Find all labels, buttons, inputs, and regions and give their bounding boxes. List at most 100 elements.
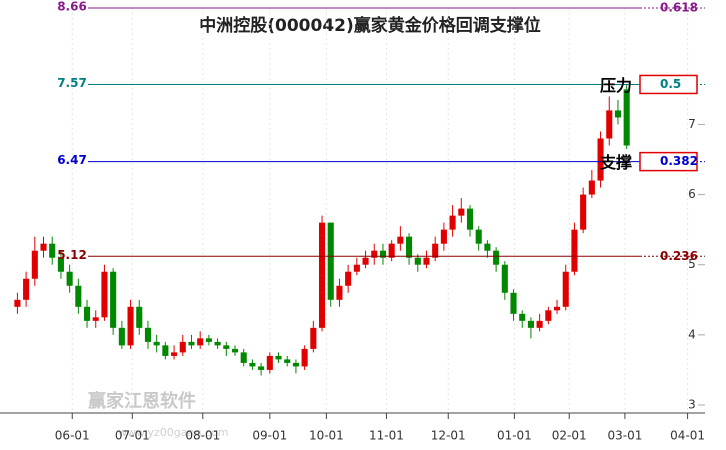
candle-body xyxy=(31,250,38,279)
level-box xyxy=(639,74,698,95)
x-tick-label: 07-01 xyxy=(115,429,150,443)
x-tick-label: 03-01 xyxy=(607,429,642,443)
x-tick-label: 11-01 xyxy=(369,429,404,443)
candle-body xyxy=(240,352,247,363)
candle-body xyxy=(519,313,526,321)
candle-body xyxy=(197,338,204,346)
candle-body xyxy=(536,320,543,328)
candle-body xyxy=(345,271,352,286)
level-ratio: 0.236 xyxy=(660,249,698,263)
watermark: 赢家江恩软件 xyxy=(88,390,196,412)
candle-body xyxy=(144,327,152,342)
x-tick-label: 12-01 xyxy=(431,429,466,443)
candle-body xyxy=(14,299,21,307)
candle-body xyxy=(179,341,186,353)
candle-body xyxy=(205,338,212,342)
level-note: 支撑 xyxy=(599,153,632,172)
y-tick-label: 6 xyxy=(688,187,696,201)
candle-body xyxy=(136,306,143,328)
candle-body xyxy=(92,317,99,321)
candle-body xyxy=(292,362,299,367)
candle-body xyxy=(162,345,169,356)
candle-body xyxy=(397,236,404,244)
candle-body xyxy=(614,110,622,118)
candle-body xyxy=(466,208,474,230)
y-tick-label: 3 xyxy=(688,398,696,412)
candle-body xyxy=(249,362,256,367)
x-tick-label: 04-01 xyxy=(670,429,705,443)
candle-body xyxy=(449,215,456,230)
level-ratio: 0.5 xyxy=(660,77,681,91)
candle-body xyxy=(501,264,508,293)
candle-body xyxy=(458,208,465,216)
candle-body xyxy=(118,327,125,346)
candle-body xyxy=(484,243,491,251)
candle-body xyxy=(231,348,239,353)
level-box xyxy=(639,151,698,172)
candle-body xyxy=(318,222,326,328)
candle-body xyxy=(110,271,117,328)
level-price: 6.47 xyxy=(57,153,87,167)
watermark-url: www.yz00gann.com xyxy=(118,426,228,439)
candle-body xyxy=(423,257,430,265)
y-tick-label: 7 xyxy=(688,117,696,131)
candle-body xyxy=(553,306,561,311)
candle-body xyxy=(327,222,334,300)
x-tick-label: 02-01 xyxy=(552,429,587,443)
candle-body xyxy=(580,194,587,230)
candle-body xyxy=(336,285,343,300)
candle-body xyxy=(83,306,91,321)
level-price: 5.12 xyxy=(57,248,87,262)
candle-body xyxy=(623,89,630,146)
candle-body xyxy=(214,341,221,346)
x-tick-label: 06-01 xyxy=(55,429,90,443)
x-tick-label: 01-01 xyxy=(497,429,532,443)
candle-body xyxy=(588,180,595,195)
candle-body xyxy=(40,243,47,251)
candle-body xyxy=(475,229,482,244)
candle-body xyxy=(562,271,569,307)
candle-body xyxy=(571,229,578,272)
candle-body xyxy=(379,250,387,258)
candle-body xyxy=(440,229,447,244)
candle-body xyxy=(606,110,613,139)
candle-body xyxy=(527,320,534,328)
candle-body xyxy=(362,257,369,265)
x-tick-label: 10-01 xyxy=(309,429,344,443)
candle-body xyxy=(275,355,282,360)
candle-body xyxy=(414,257,421,265)
candle-body xyxy=(101,271,108,318)
candle-body xyxy=(301,348,308,367)
level-ratio: 0.382 xyxy=(660,154,698,168)
candle-body xyxy=(597,138,604,181)
x-tick-label: 08-01 xyxy=(185,429,220,443)
level-note: 压力 xyxy=(600,76,632,95)
candle-body xyxy=(66,271,73,286)
candle-body xyxy=(432,243,439,258)
candle-body xyxy=(371,250,378,258)
candle-body xyxy=(57,257,64,272)
candle-body xyxy=(545,310,552,321)
candle-body xyxy=(266,355,273,370)
level-ratio: 0.618 xyxy=(660,1,698,15)
level-price: 7.57 xyxy=(57,76,87,90)
level-price: 8.66 xyxy=(57,0,87,14)
candle-body xyxy=(388,243,395,258)
candle-body xyxy=(75,285,82,307)
candle-body xyxy=(188,341,195,346)
candle-body xyxy=(258,366,265,370)
candle-body xyxy=(153,341,160,346)
candle-body xyxy=(510,292,517,314)
candle-body xyxy=(171,352,178,356)
candle-body xyxy=(406,236,413,258)
candle-body xyxy=(223,345,230,349)
candle-body xyxy=(284,359,291,363)
candle-body xyxy=(353,264,360,272)
x-tick-label: 09-01 xyxy=(252,429,287,443)
candle-body xyxy=(49,243,56,258)
candle-body xyxy=(493,250,500,265)
y-tick-label: 4 xyxy=(688,327,696,341)
y-tick-label: 5 xyxy=(688,257,696,271)
candle-body xyxy=(23,278,30,300)
